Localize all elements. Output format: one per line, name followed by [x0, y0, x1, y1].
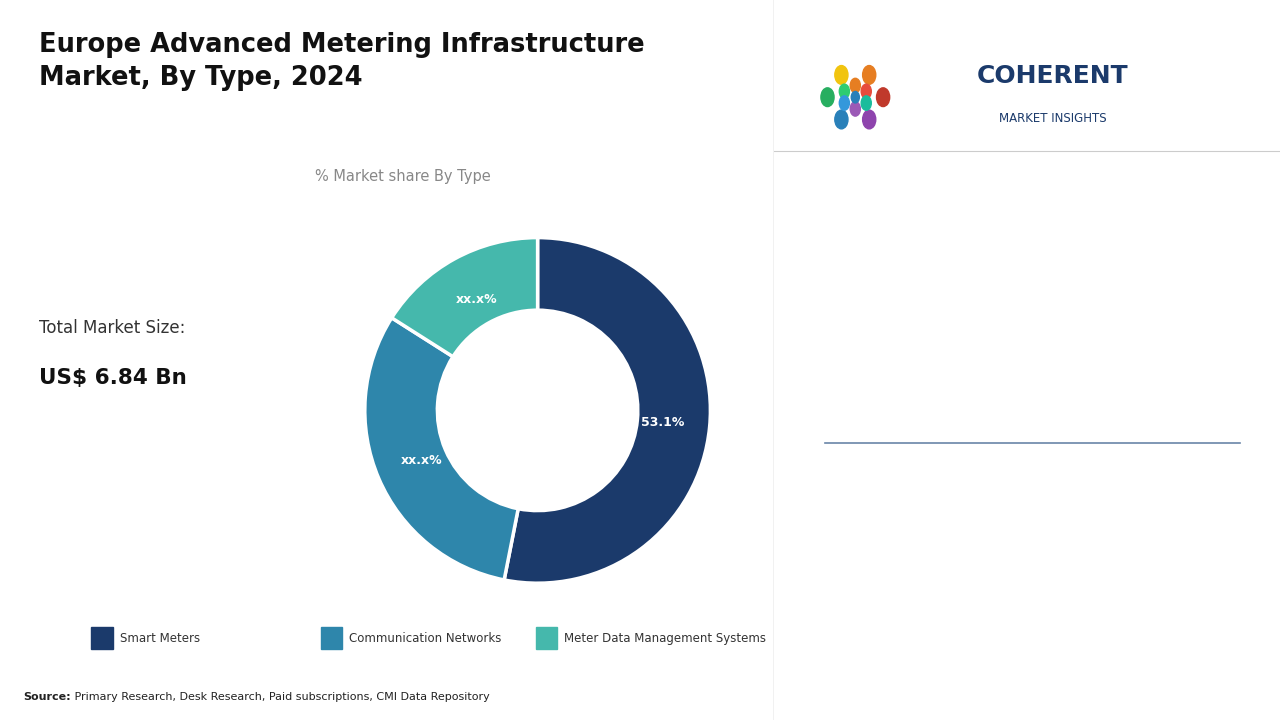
Text: Communication Networks: Communication Networks: [349, 631, 502, 644]
Circle shape: [861, 84, 872, 99]
Text: Smart Meters: Smart Meters: [120, 631, 200, 644]
Circle shape: [820, 88, 835, 107]
Wedge shape: [392, 238, 538, 356]
Bar: [320, 627, 342, 649]
Circle shape: [863, 66, 876, 84]
Wedge shape: [365, 318, 518, 580]
Text: Meter Data Management Systems: Meter Data Management Systems: [564, 631, 767, 644]
Wedge shape: [504, 238, 710, 583]
Circle shape: [835, 66, 847, 84]
Circle shape: [840, 96, 850, 110]
Bar: [91, 627, 113, 649]
Circle shape: [851, 91, 859, 103]
Circle shape: [835, 110, 847, 129]
Bar: [535, 627, 557, 649]
Circle shape: [850, 78, 860, 93]
Circle shape: [863, 110, 876, 129]
Text: 53.1%: 53.1%: [641, 416, 685, 429]
Text: US$ 6.84 Bn: US$ 6.84 Bn: [38, 368, 187, 388]
Text: Total Market Size:: Total Market Size:: [38, 318, 186, 336]
Text: Primary Research, Desk Research, Paid subscriptions, CMI Data Repository: Primary Research, Desk Research, Paid su…: [72, 692, 490, 702]
Text: Europe Advanced
Metering
Infrastructure
Market: Europe Advanced Metering Infrastructure …: [826, 472, 989, 588]
Circle shape: [877, 88, 890, 107]
Text: xx.x%: xx.x%: [456, 293, 498, 306]
Text: % Market share By Type: % Market share By Type: [315, 169, 490, 184]
Text: xx.x%: xx.x%: [401, 454, 443, 467]
Text: COHERENT: COHERENT: [977, 63, 1128, 88]
Text: Europe Advanced Metering Infrastructure
Market, By Type, 2024: Europe Advanced Metering Infrastructure …: [38, 32, 644, 91]
Text: MARKET INSIGHTS: MARKET INSIGHTS: [998, 112, 1106, 125]
Circle shape: [850, 102, 860, 116]
Text: Source:: Source:: [23, 692, 70, 702]
Text: Smart Meters: Smart Meters: [826, 306, 932, 320]
Text: 53.1%: 53.1%: [826, 206, 969, 248]
Circle shape: [840, 84, 850, 99]
Text: Type -
Estimated Market
Revenue Share, 2024: Type - Estimated Market Revenue Share, 2…: [826, 320, 974, 374]
Bar: [774, 0, 1280, 151]
Circle shape: [861, 96, 872, 110]
